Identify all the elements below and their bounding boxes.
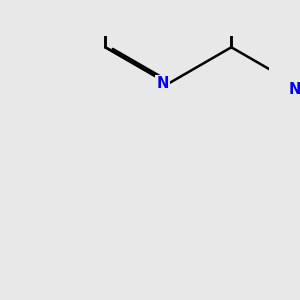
Text: N: N	[288, 82, 300, 97]
Text: N: N	[156, 76, 169, 91]
